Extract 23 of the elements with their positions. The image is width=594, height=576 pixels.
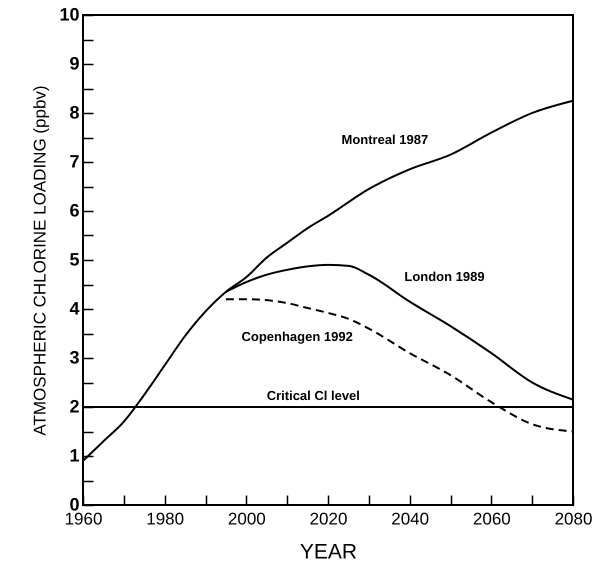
y-tick-label: 4 xyxy=(69,298,80,318)
x-axis-title: YEAR xyxy=(300,540,358,564)
y-tick-label: 6 xyxy=(69,200,80,220)
y-tick-label: 8 xyxy=(69,102,80,122)
y-tick-label: 1 xyxy=(69,446,80,466)
series-label: London 1989 xyxy=(404,269,485,284)
x-tick-label: 1980 xyxy=(146,510,184,528)
x-tick-label: 2040 xyxy=(391,510,430,528)
x-tick-label: 2080 xyxy=(554,510,592,528)
y-axis-title: ATMOSPHERIC CHLORINE LOADING (ppbv) xyxy=(30,85,50,436)
x-tick-label: 2060 xyxy=(472,510,511,528)
x-tick-label: 1960 xyxy=(64,510,102,528)
y-tick-label: 2 xyxy=(69,396,80,416)
x-tick-label: 2020 xyxy=(310,510,348,528)
y-tick-label: 10 xyxy=(59,4,80,24)
ref-line-label: Critical Cl level xyxy=(266,388,360,403)
y-tick-label: 9 xyxy=(69,54,80,74)
y-tick-label: 5 xyxy=(69,250,80,270)
series-label: Montreal 1987 xyxy=(341,132,428,147)
series-label: Copenhagen 1992 xyxy=(242,329,353,344)
y-tick-label: 3 xyxy=(69,348,80,368)
y-tick-label: 7 xyxy=(69,152,80,172)
x-tick-label: 2000 xyxy=(228,510,266,528)
